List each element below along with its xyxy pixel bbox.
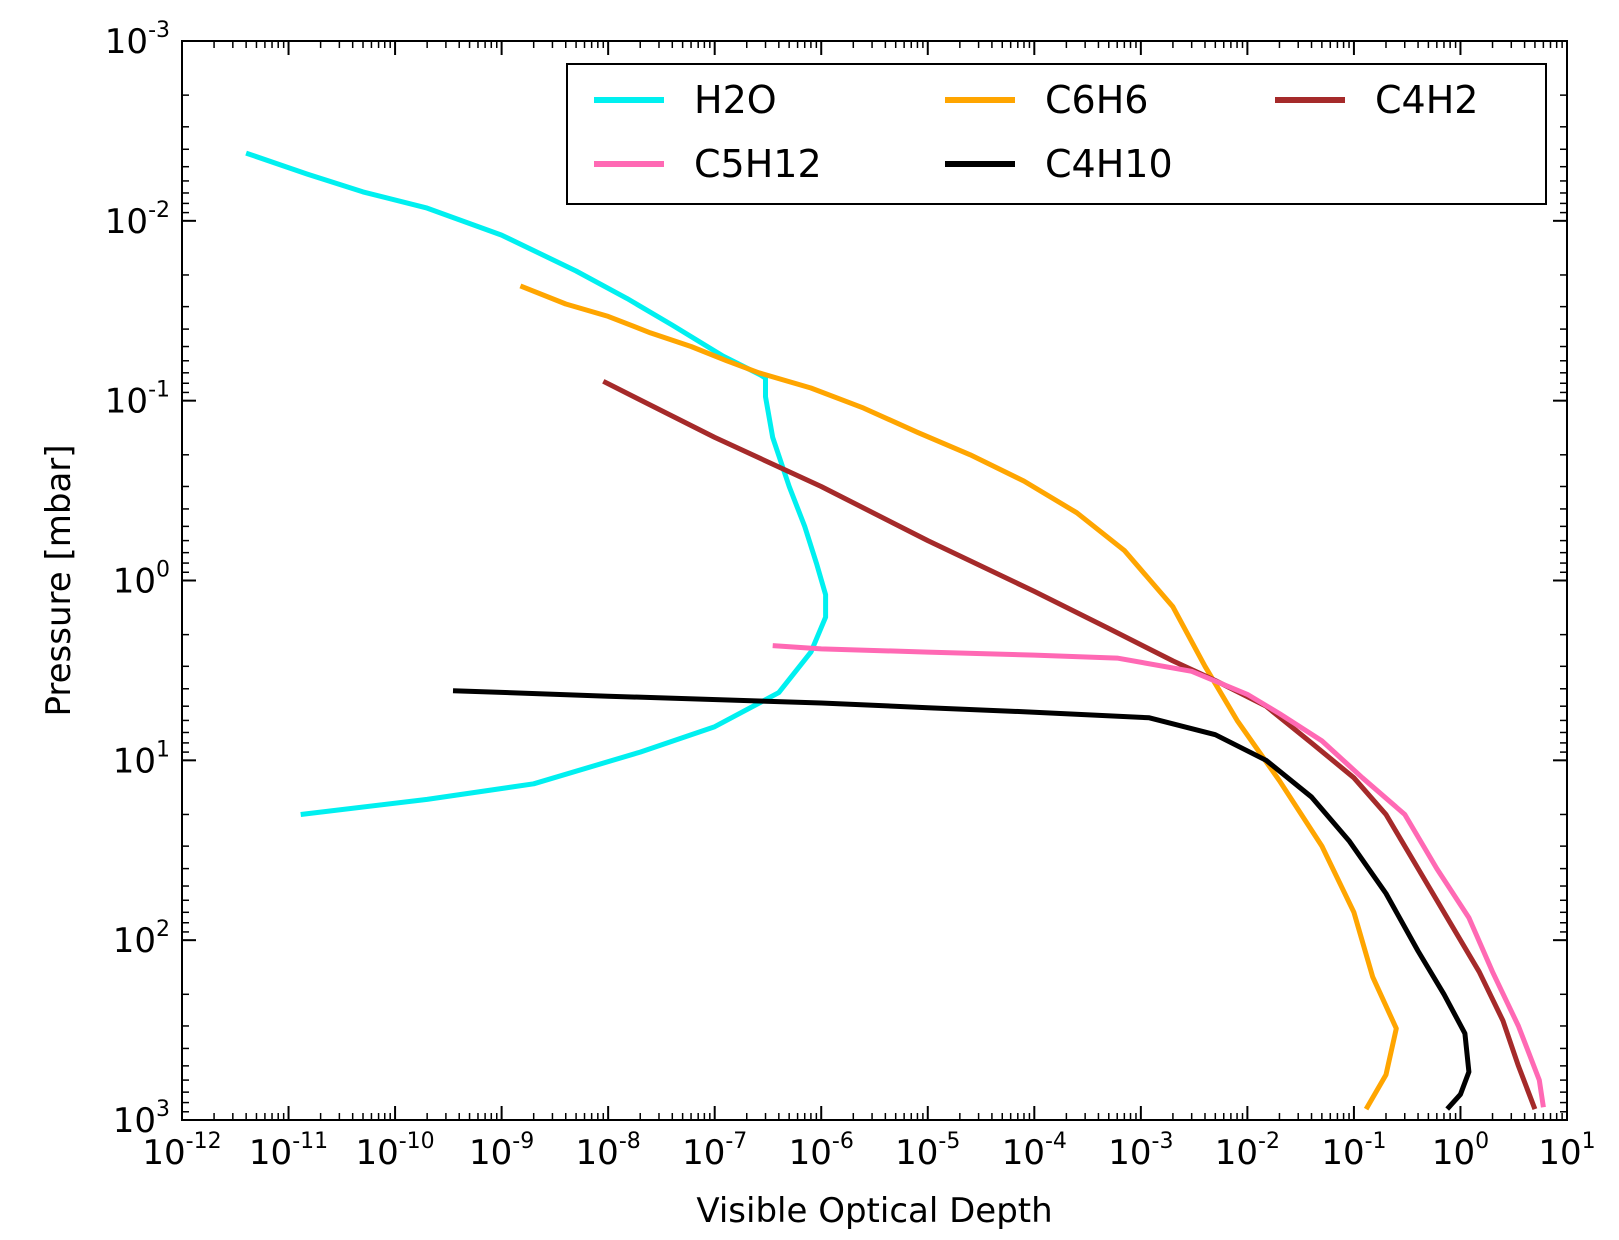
- legend-label-c4h2: C4H2: [1375, 78, 1478, 122]
- y-tick-label: 100: [113, 558, 170, 602]
- x-tick-label: 10-5: [895, 1129, 960, 1173]
- x-tick-label: 10-2: [1215, 1129, 1280, 1173]
- series-line-c5h12: [772, 643, 1546, 1108]
- x-tick-label: 10-6: [789, 1129, 854, 1173]
- legend-label-c6h6: C6H6: [1045, 78, 1148, 122]
- y-tick-label: 10-3: [105, 18, 170, 62]
- x-tick-label: 10-8: [576, 1129, 641, 1173]
- x-tick-label: 10-4: [1002, 1129, 1067, 1173]
- y-tick-label: 10-1: [105, 378, 170, 422]
- x-tick-labels: 10-12 10-11 10-10 10-9 10-8 10-7 10-6 10-5 10-4 1…: [142, 1129, 1595, 1173]
- series-line-h2o: [245, 150, 829, 817]
- x-tick-label: 101: [1538, 1129, 1595, 1173]
- x-tick-label: 10-12: [142, 1129, 221, 1173]
- legend-label-c4h10: C4H10: [1045, 142, 1173, 186]
- x-tick-label: 10-10: [355, 1129, 434, 1173]
- x-tick-label: 10-11: [249, 1129, 328, 1173]
- y-tick-label: 10-2: [105, 198, 170, 242]
- x-tick-label: 10-1: [1321, 1129, 1386, 1173]
- series-line-c4h10: [452, 688, 1472, 1111]
- legend-label-c5h12: C5H12: [694, 142, 822, 186]
- series-layer: [245, 150, 1546, 1111]
- legend-label-h2o: H2O: [694, 78, 777, 122]
- x-tick-label: 10-3: [1108, 1129, 1173, 1173]
- y-tick-label: 101: [113, 737, 170, 781]
- x-tick-label: 10-7: [682, 1129, 747, 1173]
- series-line-c4h2: [602, 379, 1538, 1110]
- y-tick-label: 103: [113, 1097, 170, 1141]
- x-tick-label: 100: [1432, 1129, 1489, 1173]
- legend: H2O C6H6 C4H2 C5H12 C4H10: [566, 63, 1547, 205]
- x-tick-label: 10-9: [469, 1129, 534, 1173]
- y-tick-labels: 10-3 10-2 10-1 100 101 102 103: [105, 18, 170, 1141]
- y-tick-label: 102: [113, 917, 170, 961]
- legend-box: [566, 63, 1547, 205]
- y-axis-title: Pressure [mbar]: [39, 444, 79, 716]
- series-line-c6h6: [519, 283, 1399, 1111]
- x-axis-title: Visible Optical Depth: [696, 1191, 1052, 1231]
- ticks-layer: [181, 40, 1568, 1121]
